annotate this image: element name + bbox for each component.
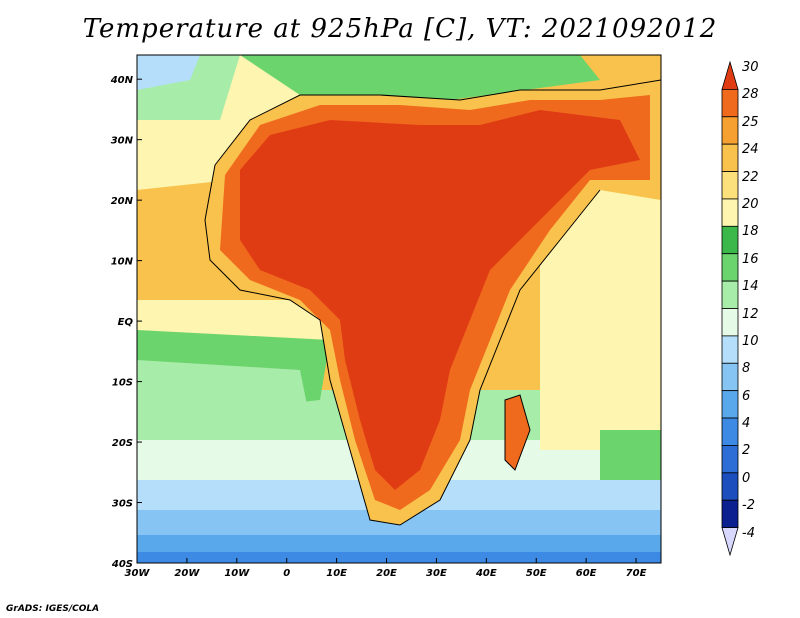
- lat-tick-label: 20S: [112, 438, 133, 449]
- map-field: [137, 55, 661, 563]
- colorbar-swatch: [721, 417, 739, 446]
- lat-axis: 40N 30N 20N 10N EQ 10S 20S 30S 40S: [110, 75, 142, 570]
- colorbar-swatch: [721, 60, 739, 90]
- colorbar-label: 24: [742, 142, 759, 158]
- colorbar-swatch: [721, 308, 739, 337]
- colorbar-swatch: [721, 527, 739, 557]
- lon-tick-label: 60E: [576, 568, 597, 579]
- colorbar-swatch: [721, 362, 739, 392]
- lon-tick-label: 30E: [426, 568, 447, 579]
- lon-axis: 30W 20W 10W 0 10E 20E 30E 40E 50E 60E 70E: [125, 558, 647, 579]
- lat-tick-label: 30N: [111, 136, 134, 147]
- colorbar-swatch: [721, 445, 739, 474]
- colorbar-label: 30: [742, 60, 759, 75]
- lon-tick-label: 70E: [626, 568, 647, 579]
- colorbar-swatch: [721, 390, 739, 419]
- colorbar-swatch: [721, 335, 739, 364]
- colorbar-label: 14: [742, 279, 759, 295]
- colorbar-label: 4: [742, 416, 751, 432]
- colorbar-label: 12: [742, 306, 759, 322]
- colorbar-label: 22: [742, 169, 759, 185]
- colorbar-label: 25: [742, 114, 759, 130]
- lon-tick-label: 30W: [125, 568, 151, 579]
- colorbar-label: 2: [742, 443, 751, 459]
- colorbar-swatch: [721, 198, 739, 227]
- colorbar-label: 16: [742, 251, 759, 267]
- lon-tick-label: 0: [283, 568, 290, 579]
- lon-tick-label: 40E: [475, 568, 497, 579]
- lon-tick-label: 10W: [224, 568, 250, 579]
- map-title: Temperature at 925hPa [C], VT: 202109201…: [82, 14, 718, 44]
- lat-tick-label: 20N: [111, 196, 134, 207]
- colorbar-label: 0: [742, 470, 751, 486]
- colorbar-label: -4: [742, 525, 755, 541]
- colorbar-swatch: [721, 88, 739, 118]
- colorbar-swatch: [721, 143, 739, 172]
- colorbar-label: 8: [742, 361, 751, 377]
- colorbar-swatch: [721, 472, 739, 501]
- colorbar-swatch: [721, 225, 739, 255]
- lon-tick-label: 10E: [326, 568, 347, 579]
- colorbar-swatch: [721, 499, 739, 529]
- colorbar-label: 18: [742, 224, 759, 240]
- colorbar-swatch: [721, 253, 739, 282]
- colorbar-label: 6: [742, 388, 751, 404]
- colorbar-label: -2: [742, 498, 755, 514]
- lon-tick-label: 20E: [376, 568, 397, 579]
- colorbar-swatch: [721, 116, 739, 145]
- lat-tick-label: 10N: [111, 257, 134, 268]
- lon-tick-label: 50E: [526, 568, 547, 579]
- colorbar: [721, 60, 739, 557]
- lat-tick-label: 40S: [111, 559, 133, 570]
- colorbar-swatch: [721, 280, 739, 309]
- credit-text: GrADS: IGES/COLA: [6, 604, 100, 614]
- lat-tick-label: 10S: [112, 378, 133, 389]
- map-frame: [136, 54, 662, 564]
- colorbar-label: 10: [742, 333, 759, 349]
- colorbar-swatch: [721, 171, 739, 200]
- lat-tick-label: 30S: [112, 499, 133, 510]
- lat-tick-label: EQ: [118, 317, 134, 328]
- colorbar-label: 28: [742, 87, 759, 103]
- lon-tick-label: 20W: [174, 568, 200, 579]
- lat-tick-label: 40N: [110, 75, 134, 86]
- colorbar-label: 20: [742, 196, 759, 212]
